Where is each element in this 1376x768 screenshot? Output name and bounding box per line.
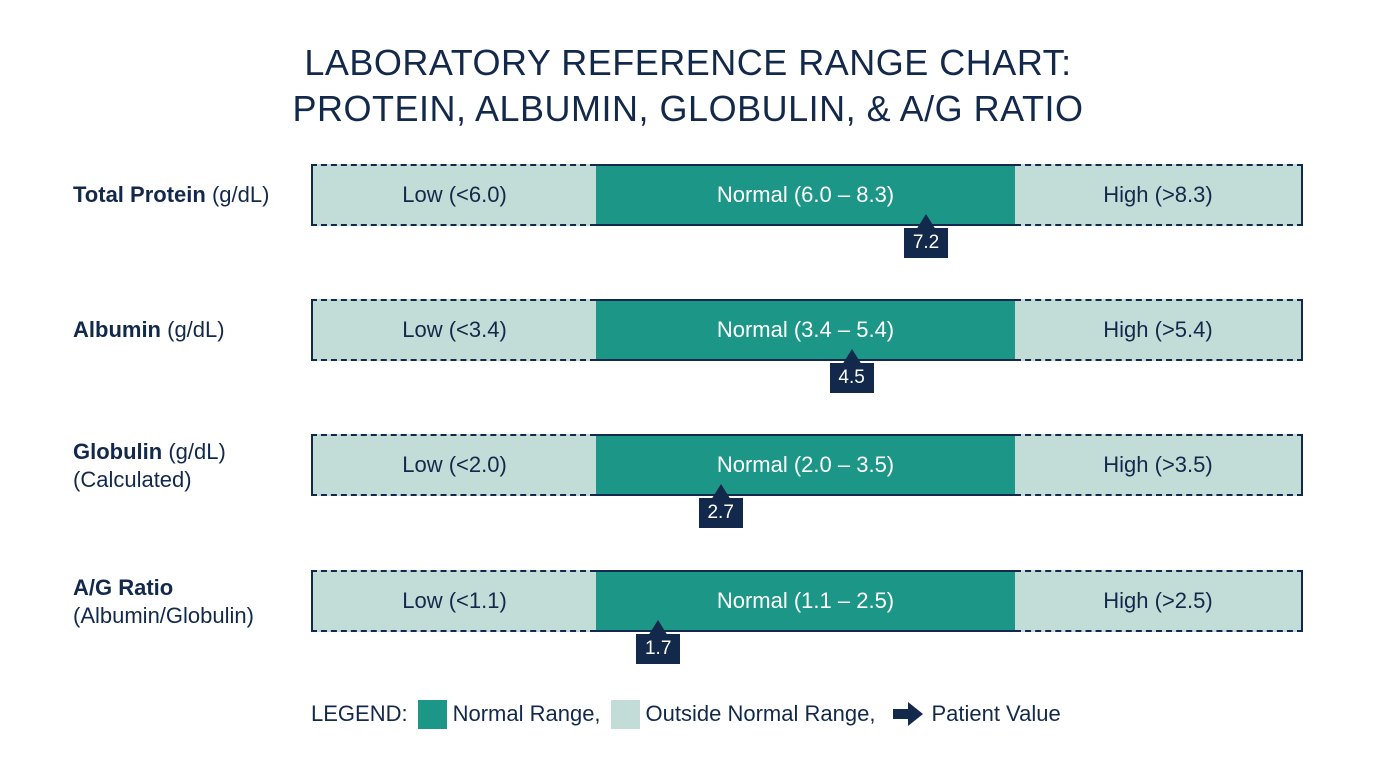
marker-value-label: 4.5	[829, 363, 874, 393]
marker-value-label: 1.7	[636, 634, 681, 664]
segment-low: Low (<3.4)	[311, 299, 596, 361]
row-name: Globulin	[73, 439, 163, 464]
row-unit: (g/dL)	[168, 439, 226, 464]
row-label: Total Protein (g/dL)	[73, 181, 269, 209]
legend: LEGEND: Normal Range, Outside Normal Ran…	[311, 698, 1061, 730]
segment-normal: Normal (2.0 – 3.5)	[596, 434, 1015, 496]
row-subtitle: (Albumin/Globulin)	[73, 603, 254, 628]
marker-arrow-icon	[916, 214, 937, 230]
marker-value-label: 7.2	[904, 228, 949, 258]
marker-arrow-icon	[648, 620, 669, 636]
marker-arrow-icon	[710, 484, 731, 500]
legend-prefix: LEGEND:	[311, 701, 408, 726]
patient-value-marker: 4.5	[829, 349, 874, 401]
segment-low: Low (<6.0)	[311, 164, 596, 226]
segment-high: High (>8.3)	[1015, 164, 1303, 226]
patient-value-marker: 7.2	[904, 214, 949, 266]
legend-swatch-normal	[417, 699, 447, 729]
row-label: Albumin (g/dL)	[73, 316, 225, 344]
segment-high: High (>5.4)	[1015, 299, 1303, 361]
title-line-1: LABORATORY REFERENCE RANGE CHART:	[304, 42, 1072, 83]
marker-value-label: 2.7	[698, 498, 743, 528]
range-bar: Low (<6.0) Normal (6.0 – 8.3) High (>8.3)	[311, 164, 1303, 226]
chart-title: LABORATORY REFERENCE RANGE CHART: PROTEI…	[0, 40, 1376, 132]
patient-value-marker: 2.7	[698, 484, 743, 536]
range-bar: Low (<3.4) Normal (3.4 – 5.4) High (>5.4)	[311, 299, 1303, 361]
legend-patient-label: Patient Value	[931, 701, 1061, 726]
row-unit: (g/dL)	[167, 317, 225, 342]
row-label: Globulin (g/dL) (Calculated)	[73, 438, 226, 494]
legend-outside-label: Outside Normal Range,	[645, 701, 876, 726]
legend-swatch-outside	[610, 699, 640, 729]
patient-value-marker: 1.7	[636, 620, 681, 672]
range-bar: Low (<2.0) Normal (2.0 – 3.5) High (>3.5)	[311, 434, 1303, 496]
segment-low: Low (<1.1)	[311, 570, 596, 632]
row-name: A/G Ratio	[73, 575, 174, 600]
segment-high: High (>2.5)	[1015, 570, 1303, 632]
range-bar: Low (<1.1) Normal (1.1 – 2.5) High (>2.5)	[311, 570, 1303, 632]
segment-low: Low (<2.0)	[311, 434, 596, 496]
row-unit: (g/dL)	[211, 182, 270, 207]
title-line-2: PROTEIN, ALBUMIN, GLOBULIN, & A/G RATIO	[292, 88, 1084, 129]
row-label: A/G Ratio (Albumin/Globulin)	[73, 574, 254, 630]
marker-arrow-icon	[841, 349, 862, 365]
row-subtitle: (Calculated)	[73, 467, 192, 492]
arrow-right-icon	[893, 702, 924, 726]
row-name: Total Protein	[73, 182, 206, 207]
row-name: Albumin	[73, 317, 161, 342]
segment-high: High (>3.5)	[1015, 434, 1303, 496]
segment-normal: Normal (6.0 – 8.3)	[596, 164, 1015, 226]
segment-normal: Normal (3.4 – 5.4)	[596, 299, 1015, 361]
legend-normal-label: Normal Range,	[452, 701, 601, 726]
